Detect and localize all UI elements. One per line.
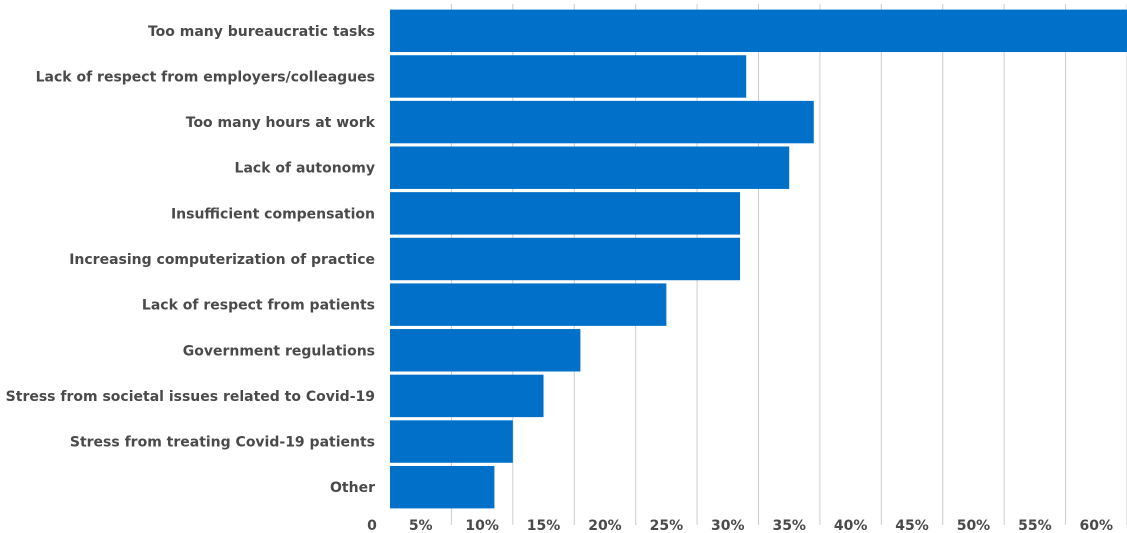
bars xyxy=(390,9,1127,509)
category-label: Government regulations xyxy=(183,343,375,359)
category-label: Lack of respect from employers/colleague… xyxy=(36,69,375,85)
bar xyxy=(390,9,1127,53)
x-tick-label: 50% xyxy=(957,518,991,533)
x-tick-label: 35% xyxy=(772,518,806,533)
x-tick-label: 10% xyxy=(465,518,499,533)
x-tick-label: 30% xyxy=(711,518,745,533)
category-label: Too many hours at work xyxy=(186,115,376,131)
category-label: Too many bureaucratic tasks xyxy=(148,24,375,40)
bar xyxy=(390,146,790,189)
category-label: Increasing computerization of practice xyxy=(69,252,375,268)
bar xyxy=(390,465,495,509)
category-labels: Too many bureaucratic tasks Lack of respe… xyxy=(6,24,376,496)
x-tick-label: 15% xyxy=(527,518,561,533)
bar xyxy=(390,192,741,235)
bar xyxy=(390,420,513,463)
x-tick-label: 45% xyxy=(895,518,929,533)
bar xyxy=(390,374,544,418)
x-tick-labels: 0 5% 10% 15% 20% 25% 30% 35% 40% 45% 50% 55% 60% xyxy=(367,518,1113,533)
x-tick-label: 20% xyxy=(588,518,622,533)
x-tick-label: 60% xyxy=(1080,518,1114,533)
x-tick-label: 25% xyxy=(650,518,684,533)
category-label: Insufficient compensation xyxy=(171,206,375,222)
bar xyxy=(390,55,747,98)
category-label: Stress from treating Covid-19 patients xyxy=(70,435,375,451)
category-label: Lack of respect from patients xyxy=(142,298,375,314)
category-label: Other xyxy=(330,480,375,496)
x-tick-label: 0 xyxy=(367,518,377,533)
category-label: Stress from societal issues related to C… xyxy=(6,389,375,405)
bar xyxy=(390,100,814,144)
category-label: Lack of autonomy xyxy=(235,161,375,177)
x-tick-label: 5% xyxy=(409,518,433,533)
bar xyxy=(390,237,741,281)
bar xyxy=(390,329,581,372)
bar xyxy=(390,283,667,326)
x-tick-label: 40% xyxy=(834,518,868,533)
x-tick-label: 55% xyxy=(1018,518,1052,533)
